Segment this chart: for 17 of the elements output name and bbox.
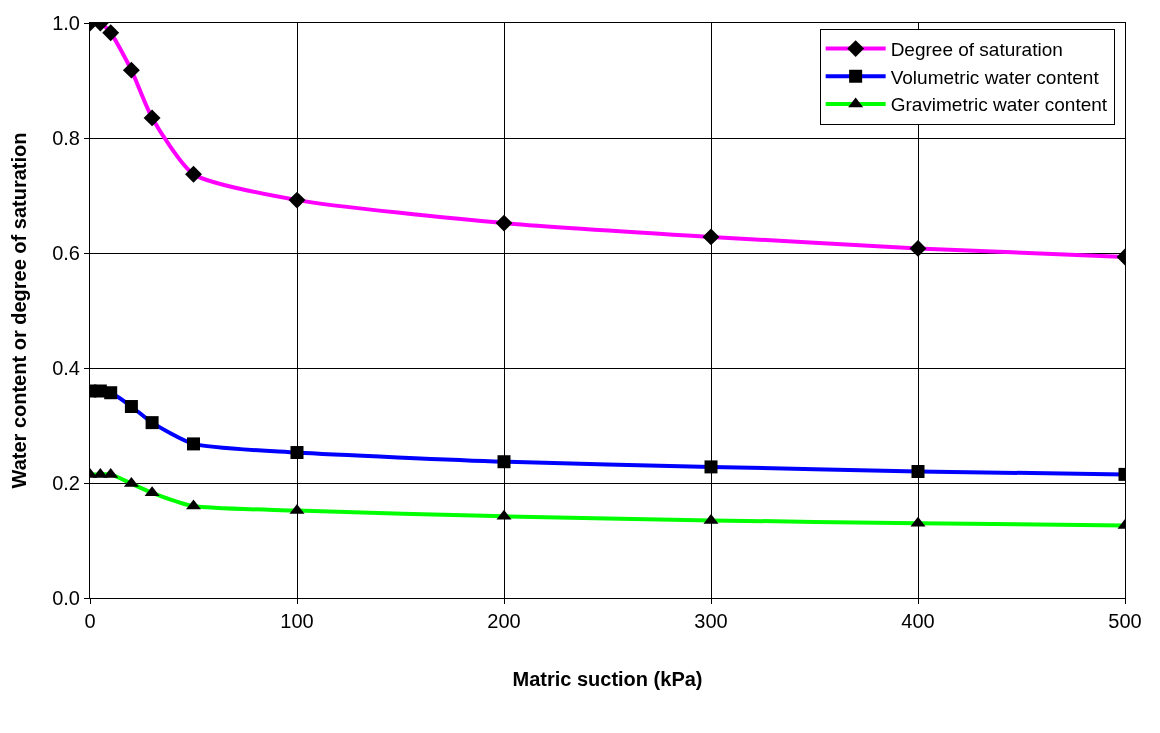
x-tick-label: 400 [901, 610, 935, 632]
y-axis-title: Water content or degree of saturation [7, 132, 30, 489]
y-tick-label: 1.0 [52, 12, 80, 34]
x-axis-title: Matric suction (kPa) [512, 667, 703, 690]
legend-label: Degree of saturation [890, 39, 1063, 61]
x-tick-label: 300 [694, 610, 728, 632]
y-tick-label: 0.6 [52, 242, 80, 264]
y-tick-label: 0.0 [52, 587, 80, 609]
x-tick-label: 200 [487, 610, 521, 632]
y-tick-label: 0.2 [52, 472, 80, 494]
x-tick-label: 100 [280, 610, 314, 632]
x-tick-label: 500 [1108, 610, 1142, 632]
x-tick-label: 0 [84, 610, 96, 632]
y-tick-label: 0.4 [52, 357, 80, 379]
legend-label: Volumetric water content [890, 66, 1100, 88]
legend-label: Gravimetric water content [890, 94, 1108, 116]
y-tick-label: 0.8 [52, 127, 80, 149]
